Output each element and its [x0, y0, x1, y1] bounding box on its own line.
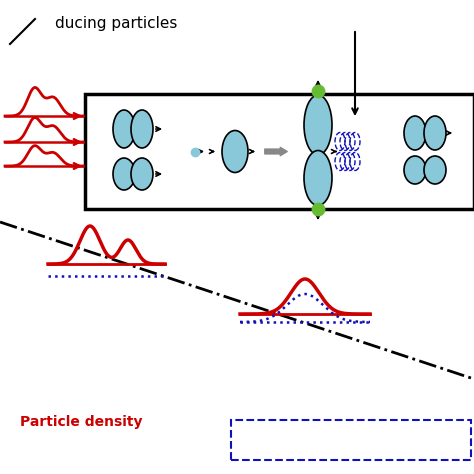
- FancyBboxPatch shape: [231, 420, 471, 460]
- Ellipse shape: [424, 116, 446, 150]
- Ellipse shape: [424, 156, 446, 184]
- Ellipse shape: [113, 110, 135, 148]
- Ellipse shape: [304, 151, 332, 206]
- Ellipse shape: [131, 158, 153, 190]
- Text: HFGW amplitude: HFGW amplitude: [237, 433, 368, 447]
- Text: ducing particles: ducing particles: [55, 16, 177, 31]
- Ellipse shape: [304, 95, 332, 155]
- Ellipse shape: [131, 110, 153, 148]
- Bar: [85, 94, 474, 209]
- Ellipse shape: [113, 158, 135, 190]
- Ellipse shape: [404, 116, 426, 150]
- Text: Particle density: Particle density: [20, 415, 143, 429]
- Ellipse shape: [404, 156, 426, 184]
- Ellipse shape: [222, 130, 248, 173]
